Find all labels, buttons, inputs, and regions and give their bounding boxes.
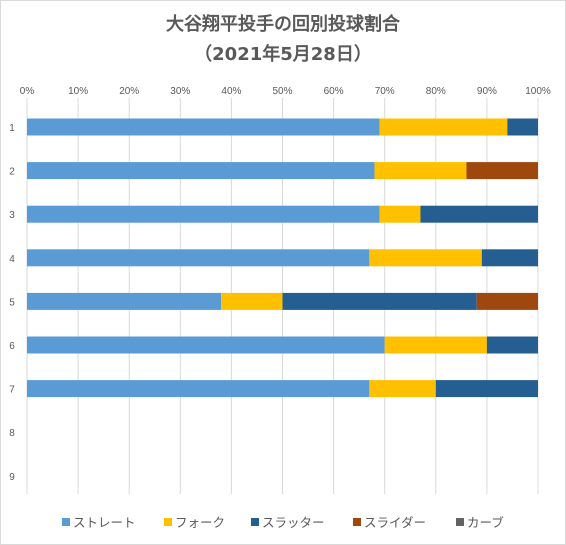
category-label: 2 bbox=[9, 167, 15, 178]
legend-item[interactable]: スライダー bbox=[353, 515, 426, 530]
legend-swatch bbox=[62, 518, 70, 526]
bar-segment bbox=[466, 162, 538, 180]
bar-segment bbox=[481, 249, 538, 267]
x-tick-label: 90% bbox=[477, 86, 497, 97]
x-tick-label: 0% bbox=[20, 86, 35, 97]
legend-item[interactable]: カーブ bbox=[456, 515, 504, 530]
x-tick-label: 30% bbox=[170, 86, 190, 97]
category-label: 6 bbox=[9, 341, 15, 352]
legend-swatch bbox=[456, 518, 464, 526]
bar-segment bbox=[420, 205, 538, 223]
legend-swatch bbox=[164, 518, 172, 526]
bar-segment bbox=[27, 249, 370, 267]
legend-label: カーブ bbox=[467, 515, 504, 530]
bar-segment bbox=[27, 118, 380, 136]
x-tick-label: 100% bbox=[525, 86, 551, 97]
bar-segment bbox=[379, 118, 508, 136]
category-label: 3 bbox=[9, 210, 15, 221]
bar-segment bbox=[221, 292, 283, 310]
bar-segment bbox=[27, 336, 385, 354]
legend-label: スライダー bbox=[364, 515, 426, 530]
x-tick-label: 50% bbox=[272, 86, 292, 97]
category-axis: 1 2 3 4 5 6 7 8 9 bbox=[9, 123, 15, 483]
category-label: 4 bbox=[9, 254, 15, 265]
bar-segment bbox=[374, 162, 467, 180]
bar-segment bbox=[369, 249, 482, 267]
legend-label: フォーク bbox=[175, 515, 225, 530]
legend-item[interactable]: フォーク bbox=[164, 515, 225, 530]
category-label: 8 bbox=[9, 428, 15, 439]
legend[interactable]: ストレート フォーク スラッター スライダー カーブ bbox=[62, 515, 504, 530]
legend-swatch bbox=[251, 518, 259, 526]
x-tick-label: 40% bbox=[221, 86, 241, 97]
bar-segment bbox=[27, 380, 370, 398]
category-label: 5 bbox=[9, 297, 15, 308]
legend-label: スラッター bbox=[262, 515, 325, 530]
bar-segment bbox=[486, 336, 538, 354]
category-label: 1 bbox=[9, 123, 15, 134]
x-tick-label: 20% bbox=[119, 86, 139, 97]
legend-swatch bbox=[353, 518, 361, 526]
x-tick-label: 80% bbox=[426, 86, 446, 97]
bar-segment bbox=[282, 292, 477, 310]
category-label: 7 bbox=[9, 385, 15, 396]
bar-segment bbox=[379, 205, 421, 223]
bar-segment bbox=[27, 162, 375, 180]
bar-segment bbox=[27, 205, 380, 223]
legend-item[interactable]: ストレート bbox=[62, 515, 136, 530]
x-axis-ticks: 0% 10% 20% 30% 40% 50% 60% 70% 80% 90% 100% bbox=[20, 86, 551, 97]
chart-title: 大谷翔平投手の回別投球割合 bbox=[166, 13, 401, 35]
bar-segment bbox=[384, 336, 487, 354]
x-tick-label: 70% bbox=[375, 86, 395, 97]
x-tick-label: 10% bbox=[68, 86, 88, 97]
bar-segment bbox=[507, 118, 538, 136]
bar-segment bbox=[435, 380, 538, 398]
bar-segment bbox=[476, 292, 538, 310]
bar-series bbox=[27, 118, 538, 398]
chart-subtitle: （2021年5月28日） bbox=[194, 43, 372, 65]
x-tick-label: 60% bbox=[324, 86, 344, 97]
bar-segment bbox=[27, 292, 222, 310]
legend-item[interactable]: スラッター bbox=[251, 515, 325, 530]
bar-segment bbox=[369, 380, 436, 398]
legend-label: ストレート bbox=[73, 515, 136, 530]
category-label: 9 bbox=[9, 472, 15, 483]
